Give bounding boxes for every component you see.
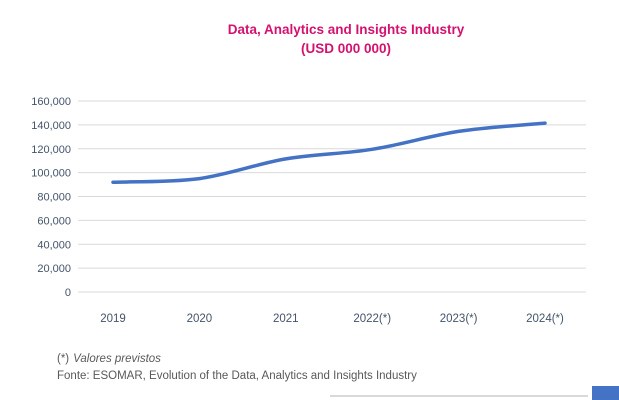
source-citation: Fonte: ESOMAR, Evolution of the Data, An… [57, 370, 417, 382]
y-tick-label: 120,000 [31, 144, 71, 156]
y-tick-label: 0 [65, 287, 71, 299]
y-tick-label: 80,000 [37, 192, 71, 204]
chart-title-line2: (USD 000 000) [300, 41, 392, 56]
x-tick-label: 2022(*) [353, 313, 391, 325]
y-tick-label: 60,000 [37, 215, 71, 227]
x-tick-label: 2024(*) [526, 313, 564, 325]
corner-accent-block [592, 386, 619, 400]
trend-line [111, 121, 547, 184]
y-tick-label: 140,000 [31, 120, 71, 132]
footnote-text: Valores previstos [73, 353, 161, 365]
chart-title: Data, Analytics and Insights Industry (U… [80, 20, 612, 58]
x-tick-label: 2019 [100, 313, 126, 325]
chart-title-line1: Data, Analytics and Insights Industry [227, 22, 465, 37]
y-tick-label: 40,000 [37, 239, 71, 251]
footnote-marker: (*) [57, 353, 70, 365]
y-tick-label: 20,000 [37, 263, 71, 275]
y-tick-label: 100,000 [31, 168, 71, 180]
x-tick-label: 2021 [273, 313, 299, 325]
chart-canvas: 0 20,000 40,000 60,000 80,000 100,000 120,000 1… [31, 96, 586, 325]
bottom-divider [330, 395, 588, 397]
y-tick-label: 160,000 [31, 96, 71, 108]
x-tick-label: 2023(*) [440, 313, 478, 325]
footnote: (*) Valores previstos [57, 351, 161, 368]
x-tick-label: 2020 [187, 313, 213, 325]
